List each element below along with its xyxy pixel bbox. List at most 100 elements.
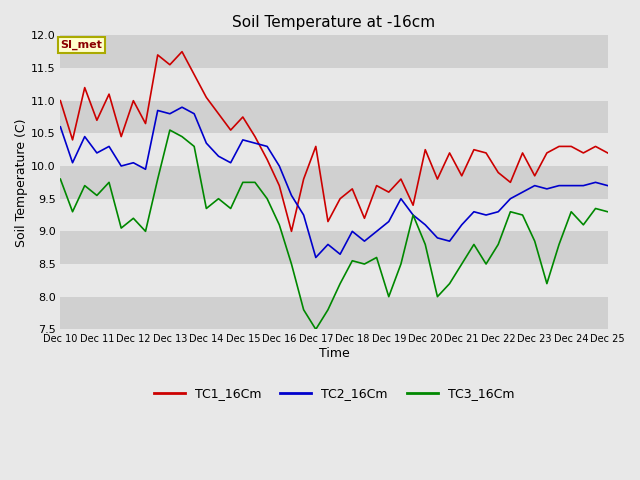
TC2_16Cm xyxy=(287,192,295,198)
Bar xyxy=(60,101,608,133)
TC1_16Cm xyxy=(312,144,319,149)
TC3_16Cm xyxy=(81,183,88,189)
TC3_16Cm xyxy=(360,261,368,267)
TC3_16Cm xyxy=(336,281,344,287)
TC3_16Cm xyxy=(397,261,404,267)
TC3_16Cm xyxy=(568,209,575,215)
TC1_16Cm xyxy=(227,127,234,133)
TC2_16Cm xyxy=(531,183,538,189)
Bar xyxy=(60,264,608,297)
TC2_16Cm xyxy=(190,111,198,117)
TC2_16Cm xyxy=(397,196,404,202)
Bar xyxy=(60,297,608,329)
TC3_16Cm xyxy=(348,258,356,264)
TC1_16Cm xyxy=(372,183,380,189)
TC3_16Cm xyxy=(421,241,429,247)
TC2_16Cm xyxy=(421,222,429,228)
Legend: TC1_16Cm, TC2_16Cm, TC3_16Cm: TC1_16Cm, TC2_16Cm, TC3_16Cm xyxy=(148,383,520,406)
TC2_16Cm xyxy=(227,160,234,166)
TC2_16Cm xyxy=(445,238,453,244)
TC1_16Cm xyxy=(482,150,490,156)
TC2_16Cm xyxy=(263,144,271,149)
TC2_16Cm xyxy=(409,212,417,218)
TC2_16Cm xyxy=(166,111,173,117)
Bar xyxy=(60,68,608,101)
TC3_16Cm xyxy=(129,216,137,221)
TC1_16Cm xyxy=(166,62,173,68)
X-axis label: Time: Time xyxy=(319,347,349,360)
TC1_16Cm xyxy=(604,150,612,156)
TC3_16Cm xyxy=(105,180,113,185)
TC2_16Cm xyxy=(518,189,526,195)
TC3_16Cm xyxy=(531,238,538,244)
TC3_16Cm xyxy=(202,205,210,211)
TC1_16Cm xyxy=(263,156,271,162)
TC1_16Cm xyxy=(117,134,125,140)
Title: Soil Temperature at -16cm: Soil Temperature at -16cm xyxy=(232,15,436,30)
TC1_16Cm xyxy=(190,72,198,77)
TC2_16Cm xyxy=(117,163,125,169)
TC2_16Cm xyxy=(568,183,575,189)
TC2_16Cm xyxy=(214,153,222,159)
TC1_16Cm xyxy=(287,228,295,234)
TC1_16Cm xyxy=(433,176,441,182)
TC3_16Cm xyxy=(300,307,307,312)
TC3_16Cm xyxy=(592,205,600,211)
TC1_16Cm xyxy=(239,114,246,120)
TC1_16Cm xyxy=(580,150,588,156)
TC2_16Cm xyxy=(555,183,563,189)
TC3_16Cm xyxy=(506,209,514,215)
TC3_16Cm xyxy=(239,180,246,185)
TC3_16Cm xyxy=(409,212,417,218)
TC3_16Cm xyxy=(287,261,295,267)
TC1_16Cm xyxy=(251,134,259,140)
TC1_16Cm xyxy=(409,203,417,208)
TC3_16Cm xyxy=(385,294,392,300)
TC2_16Cm xyxy=(348,228,356,234)
TC1_16Cm xyxy=(458,173,465,179)
TC3_16Cm xyxy=(154,176,161,182)
TC2_16Cm xyxy=(482,212,490,218)
TC3_16Cm xyxy=(227,205,234,211)
TC1_16Cm xyxy=(214,111,222,117)
Bar xyxy=(60,231,608,264)
Text: SI_met: SI_met xyxy=(60,40,102,50)
TC2_16Cm xyxy=(324,241,332,247)
Bar xyxy=(60,166,608,199)
TC1_16Cm xyxy=(470,147,477,153)
TC1_16Cm xyxy=(445,150,453,156)
TC1_16Cm xyxy=(56,98,64,104)
TC1_16Cm xyxy=(105,91,113,97)
TC3_16Cm xyxy=(433,294,441,300)
Bar xyxy=(60,133,608,166)
TC3_16Cm xyxy=(604,209,612,215)
TC3_16Cm xyxy=(214,196,222,202)
TC2_16Cm xyxy=(580,183,588,189)
TC2_16Cm xyxy=(458,222,465,228)
TC2_16Cm xyxy=(604,183,612,189)
TC1_16Cm xyxy=(81,85,88,91)
TC2_16Cm xyxy=(300,212,307,218)
TC2_16Cm xyxy=(543,186,550,192)
TC3_16Cm xyxy=(458,261,465,267)
TC3_16Cm xyxy=(166,127,173,133)
TC2_16Cm xyxy=(360,238,368,244)
TC2_16Cm xyxy=(202,140,210,146)
TC1_16Cm xyxy=(141,120,149,126)
TC1_16Cm xyxy=(360,216,368,221)
TC3_16Cm xyxy=(141,228,149,234)
TC1_16Cm xyxy=(531,173,538,179)
TC2_16Cm xyxy=(506,196,514,202)
TC3_16Cm xyxy=(190,144,198,149)
TC2_16Cm xyxy=(56,124,64,130)
TC1_16Cm xyxy=(275,183,283,189)
TC2_16Cm xyxy=(81,134,88,140)
TC1_16Cm xyxy=(543,150,550,156)
TC2_16Cm xyxy=(93,150,100,156)
TC1_16Cm xyxy=(555,144,563,149)
TC1_16Cm xyxy=(494,169,502,175)
TC2_16Cm xyxy=(312,254,319,260)
TC1_16Cm xyxy=(129,98,137,104)
TC3_16Cm xyxy=(494,241,502,247)
TC3_16Cm xyxy=(518,212,526,218)
